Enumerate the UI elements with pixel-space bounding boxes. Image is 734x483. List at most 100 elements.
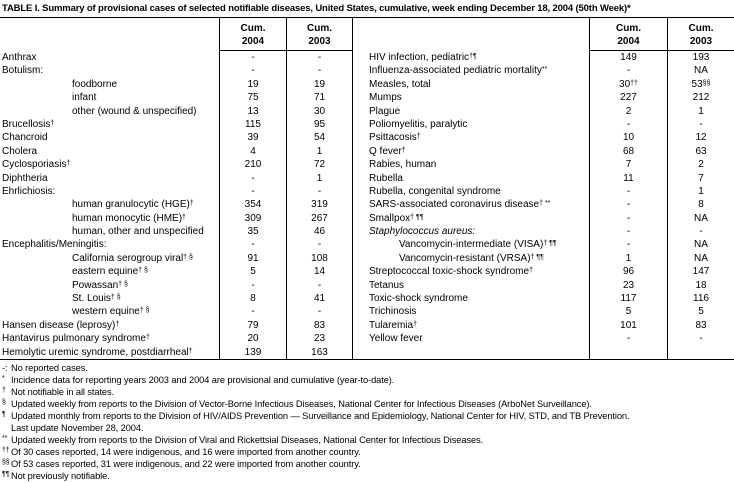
disease-name: Measles, total <box>353 77 590 92</box>
footnote-line: ¶¶ Not previously notifiable. <box>0 470 734 482</box>
cum-2004-value: 149 <box>590 51 668 65</box>
value: 4 <box>250 145 256 157</box>
value: 1 <box>316 145 323 157</box>
value: 68 <box>622 145 635 157</box>
footnote-marker: † <box>413 320 417 328</box>
footnote-marker: † <box>50 119 55 127</box>
disease-label: Vancomycin-resistant (VRSA) <box>399 252 531 264</box>
cum-2003-value: - <box>287 184 353 199</box>
cum-2003-value: NA <box>668 238 734 251</box>
value: - <box>626 185 631 197</box>
footnote-marker: † § <box>110 294 121 302</box>
footnote-text: Not notifiable in all states. <box>11 386 115 397</box>
cum-2004-value: 7 <box>590 158 668 172</box>
header-cum-2003-right: Cum. 2003 <box>668 18 734 51</box>
disease-name: western equine† § <box>0 305 220 319</box>
footnote-symbol: ** <box>2 434 8 442</box>
disease-name: Streptococcal toxic-shock syndrome† <box>353 265 590 279</box>
cum-2004-value: - <box>220 238 287 252</box>
value: 115 <box>245 118 261 130</box>
disease-label: Measles, total <box>369 78 431 90</box>
cum-2004-value: 39 <box>220 131 287 145</box>
value: - <box>626 212 631 224</box>
cum-2003-value: 267 <box>287 211 353 226</box>
cum-2004-value: 210 <box>220 158 287 172</box>
value: 20 <box>247 333 259 345</box>
footnote-text: Updated weekly from reports to the Divis… <box>11 398 592 409</box>
cum-2003-value: 18 <box>668 279 734 292</box>
disease-label: Tetanus <box>369 279 405 291</box>
cum-2003-value: NA <box>668 212 734 225</box>
value: 19 <box>247 78 259 90</box>
cum-2004-value: - <box>590 198 668 212</box>
cum-2004-value: 8 <box>220 292 287 306</box>
cum-2004-value: - <box>220 184 287 199</box>
footnote-symbol: -: <box>2 362 8 373</box>
disease-label: HIV infection, pediatric <box>369 52 470 63</box>
footnote-symbol: † <box>2 386 6 394</box>
cum-2004-value: - <box>220 278 287 293</box>
disease-name: Vancomycin-resistant (VRSA)† ¶¶ <box>353 251 590 266</box>
header-cum-2004-right: Cum. 2004 <box>590 18 668 51</box>
header-cum-label: Cum. <box>240 23 266 34</box>
cum-2003-value: 1 <box>668 185 734 198</box>
disease-label: Encephalitis/Meningitis: <box>2 239 107 251</box>
cum-2003-value: - <box>287 64 353 78</box>
disease-name: Encephalitis/Meningitis: <box>0 238 220 252</box>
footnote-marker: † <box>145 334 150 342</box>
disease-name: Staphylococcus aureus: <box>353 225 590 239</box>
value: 30 <box>619 78 631 90</box>
cum-2004-value: 309 <box>220 211 287 226</box>
cum-2004-value: - <box>220 305 287 319</box>
cum-2003-value: 116 <box>668 292 734 305</box>
cum-2004-value: - <box>590 211 668 226</box>
cum-2004-value: 79 <box>220 318 287 333</box>
disease-name: Vancomycin-intermediate (VISA)† ¶¶ <box>353 238 590 252</box>
value: 2 <box>698 159 704 171</box>
disease-label: Plague <box>369 105 401 117</box>
footnote-text: Of 53 cases reported, 31 were indigenous… <box>11 458 361 469</box>
disease-label: eastern equine <box>72 266 139 278</box>
value: 116 <box>693 293 709 305</box>
value: 46 <box>313 226 326 238</box>
disease-name: Poliomyelitis, paralytic <box>353 117 590 132</box>
value: 319 <box>311 199 328 211</box>
disease-label: Toxic-shock syndrome <box>369 293 468 305</box>
disease-label: human, other and unspecified <box>72 226 204 238</box>
disease-name: Smallpox† ¶¶ <box>353 211 590 226</box>
value: 8 <box>250 293 256 305</box>
value: NA <box>694 212 708 224</box>
footnote-line: ¶ Updated monthly from reports to the Div… <box>0 410 734 422</box>
value: 18 <box>695 279 707 291</box>
value: - <box>626 226 631 238</box>
value: 1 <box>698 185 704 197</box>
footnote-symbol: †† <box>2 446 10 454</box>
cum-2003-value: - <box>668 225 734 238</box>
cum-2004-value: - <box>590 64 668 78</box>
value: 163 <box>311 346 328 358</box>
disease-label: Hantavirus pulmonary syndrome <box>2 333 146 345</box>
cum-2004-value: 13 <box>220 104 287 118</box>
footnote-marker: ** <box>541 66 548 74</box>
disease-name: Ehrlichiosis: <box>0 184 220 199</box>
disease-label: Rubella <box>369 172 403 184</box>
disease-name: Rubella, congenital syndrome <box>353 184 590 199</box>
cum-2003-value: 12 <box>668 131 734 144</box>
disease-name: HIV infection, pediatric†¶ <box>353 51 590 65</box>
disease-name: Rabies, human <box>353 158 590 172</box>
footnote-marker: † <box>182 213 186 221</box>
footnote-marker: † § <box>138 267 148 275</box>
value: - <box>626 118 631 130</box>
cum-2003-value: - <box>287 238 353 252</box>
disease-name: Plague <box>353 104 590 118</box>
value: 354 <box>244 199 262 211</box>
footnote-line: Last update November 28, 2004. <box>0 422 734 434</box>
disease-label: Anthrax <box>2 52 37 63</box>
cum-2003-value: 41 <box>287 292 353 306</box>
value: - <box>699 333 703 345</box>
value: - <box>251 172 255 184</box>
disease-label: California serogroup viral <box>72 252 184 264</box>
disease-name: human granulocytic (HGE)† <box>0 198 220 212</box>
disease-name: Brucellosis† <box>0 117 220 132</box>
